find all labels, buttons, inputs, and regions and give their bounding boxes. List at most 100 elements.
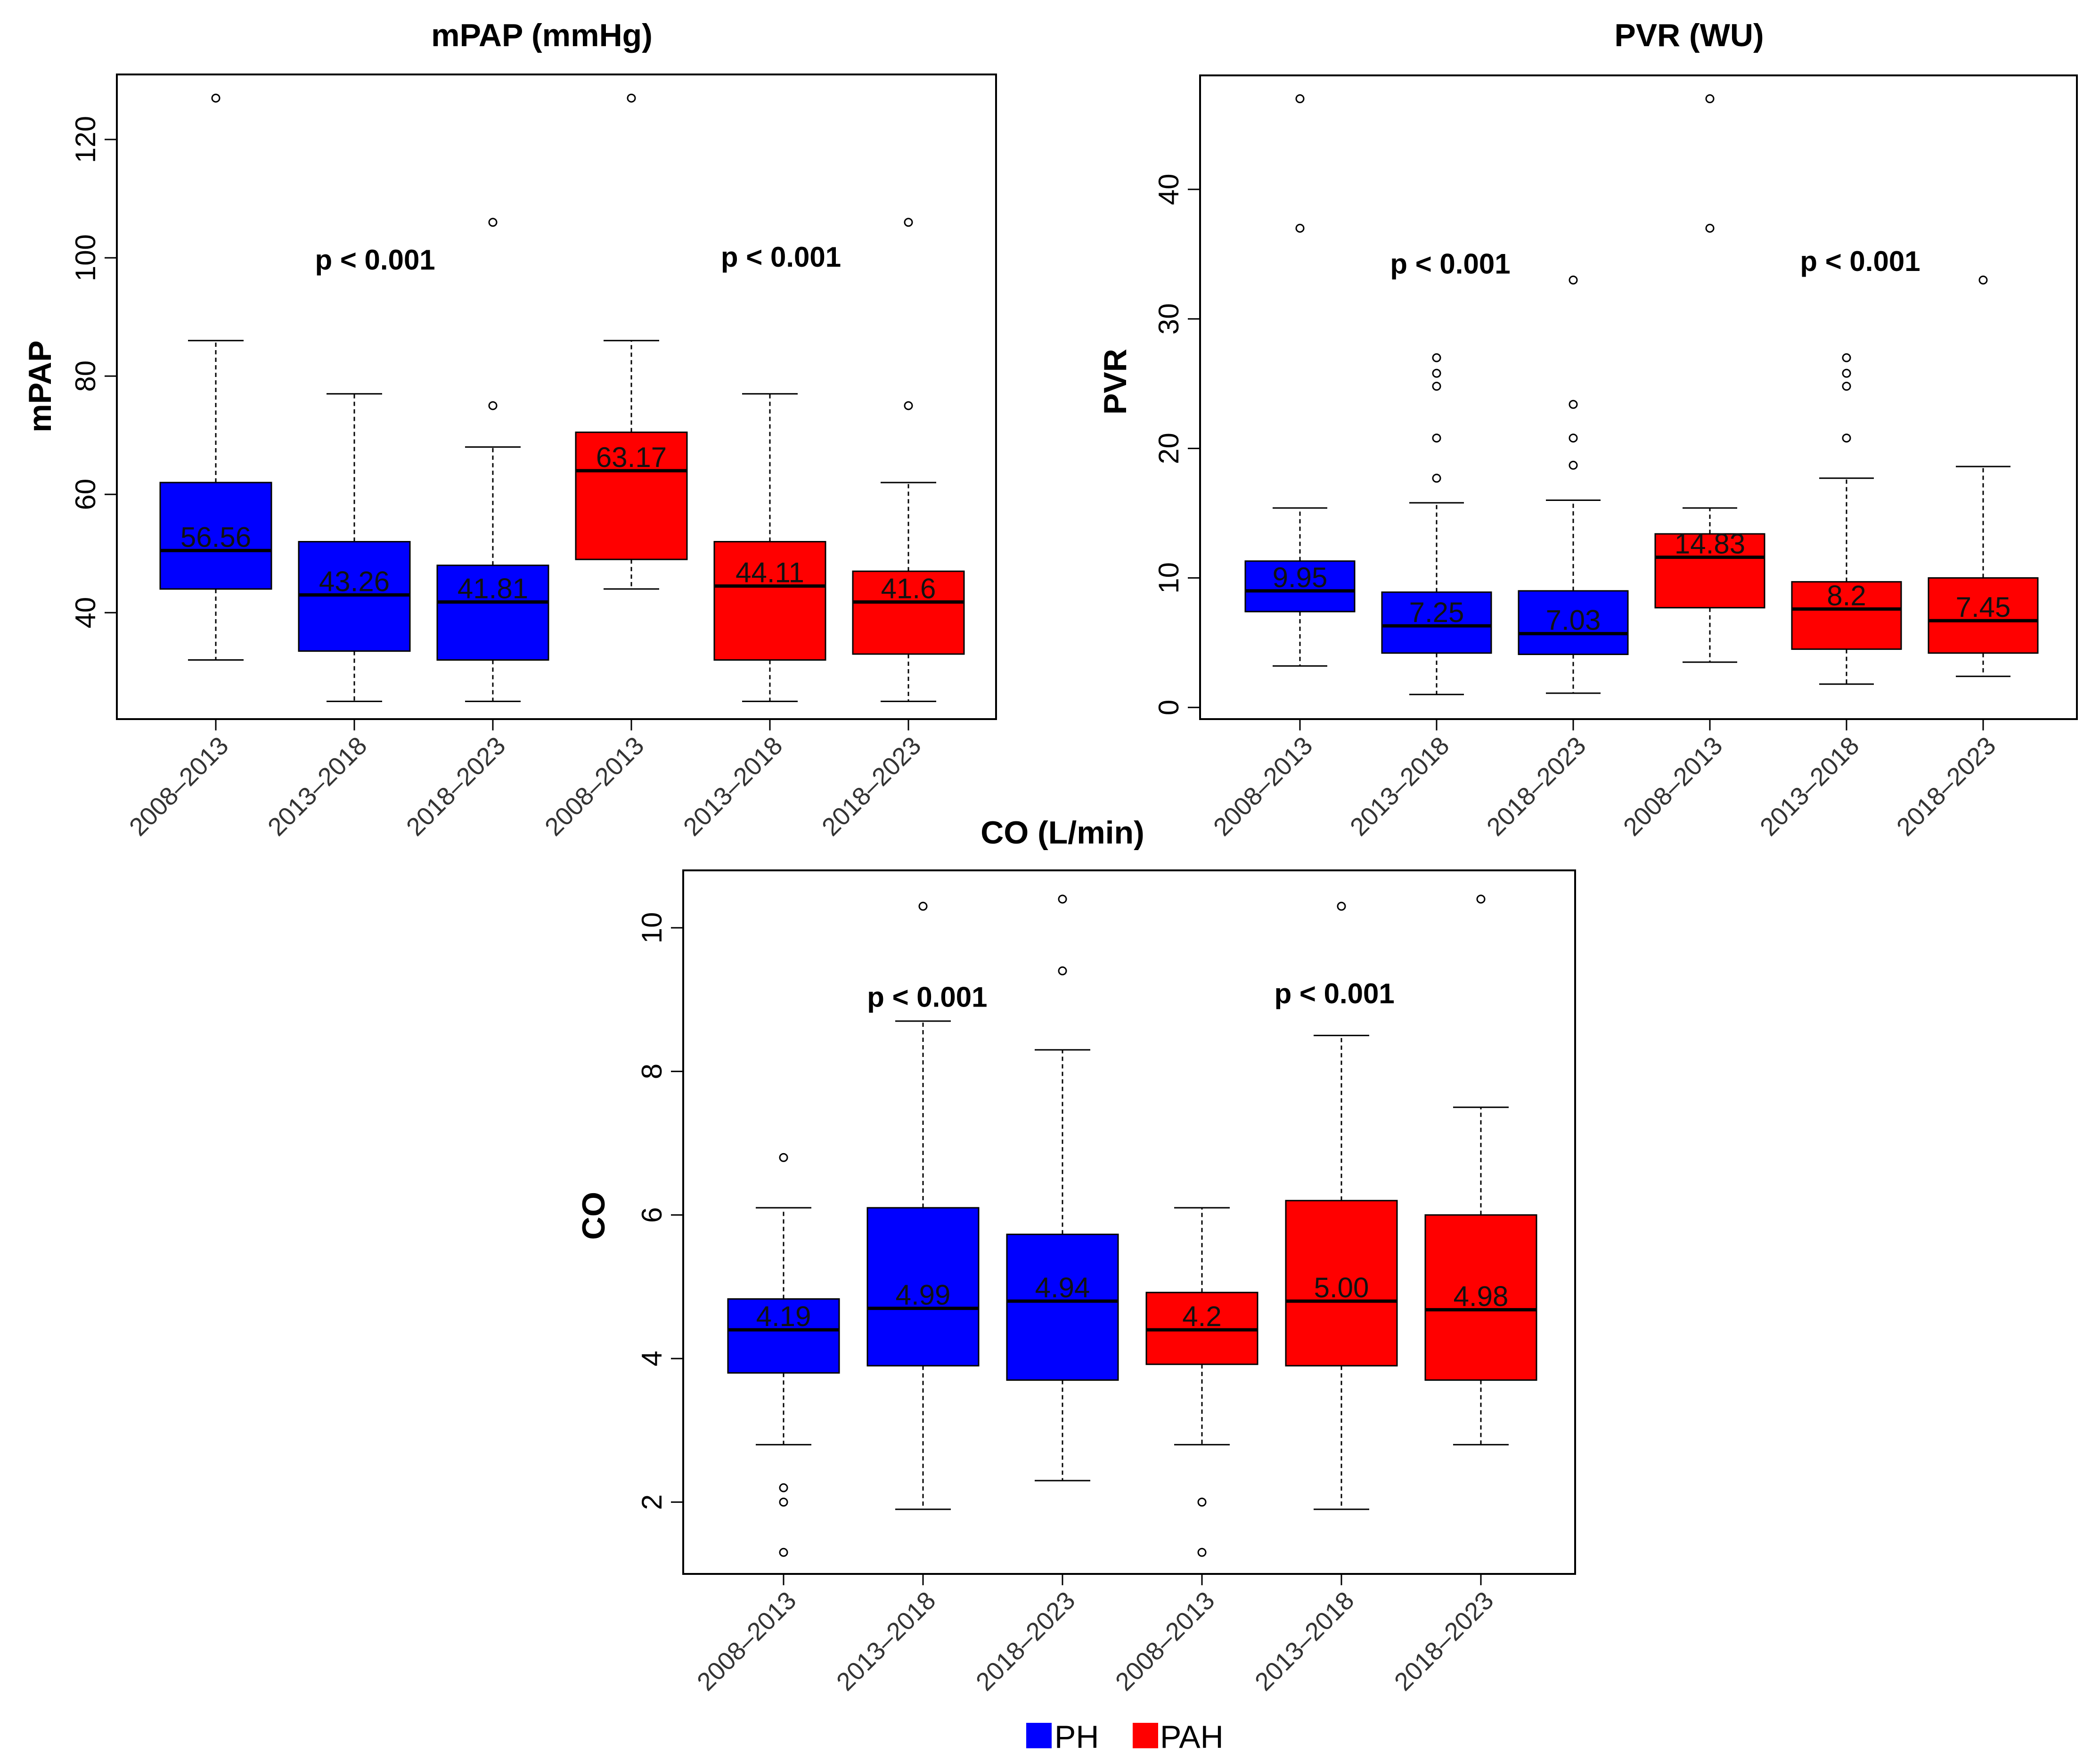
outlier-point [904, 218, 913, 227]
outlier-point [1432, 434, 1441, 443]
median-value-label: 5.00 [1314, 1272, 1369, 1303]
outlier-point [1197, 1548, 1207, 1557]
outlier-point [1842, 434, 1851, 443]
p-value-annotation: p < 0.001 [867, 981, 987, 1013]
y-tick-label: 8 [636, 1064, 668, 1079]
outlier-point [627, 93, 636, 103]
box-co-6: 4.98 [1424, 894, 1537, 1446]
box-mpap-2: 43.26 [298, 393, 411, 702]
box-co-1: 4.19 [727, 1153, 840, 1557]
y-tick-label: 120 [70, 116, 101, 163]
outlier-point [1337, 901, 1346, 911]
median-value-label: 4.19 [756, 1301, 811, 1332]
box-pvr-2: 7.25 [1381, 353, 1492, 696]
box-iqr [1654, 533, 1765, 609]
median-value-label: 8.2 [1827, 580, 1866, 611]
box-pvr-1: 9.95 [1244, 94, 1356, 667]
box-iqr [159, 482, 272, 590]
y-tick-label: 6 [636, 1207, 668, 1223]
legend-swatch-pah [1133, 1723, 1158, 1748]
outlier-point [779, 1153, 788, 1162]
box-co-2: 4.99 [866, 901, 980, 1510]
p-value-annotation: p < 0.001 [721, 241, 841, 273]
y-tick-label: 10 [1153, 562, 1185, 594]
outlier-point [904, 401, 913, 410]
box-iqr [1244, 560, 1356, 613]
p-value-annotation: p < 0.001 [1390, 248, 1510, 280]
legend-label-pah: PAH [1160, 1719, 1224, 1755]
box-iqr [575, 431, 688, 560]
y-tick-label: 30 [1153, 303, 1185, 335]
outlier-point [211, 93, 221, 103]
box-iqr [436, 565, 549, 661]
outlier-point [1432, 353, 1441, 362]
y-tick-label: 40 [70, 597, 101, 629]
outlier-point [1058, 894, 1067, 904]
box-iqr [1791, 581, 1902, 650]
legend-label-ph: PH [1054, 1719, 1099, 1755]
legend: PH PAH [1026, 1719, 1224, 1755]
median-value-label: 9.95 [1273, 562, 1328, 593]
outlier-point [779, 1498, 788, 1507]
outlier-point [1705, 223, 1715, 233]
median-value-label: 56.56 [180, 521, 251, 553]
box-mpap-5: 44.11 [713, 393, 826, 702]
box-iqr [866, 1207, 980, 1367]
outlier-point [1295, 223, 1305, 233]
outlier-point [1058, 966, 1067, 975]
box-mpap-1: 56.56 [159, 93, 272, 661]
median-value-label: 4.94 [1035, 1272, 1090, 1303]
median-value-label: 7.45 [1956, 591, 2011, 623]
panel-title-mpap: mPAP (mmHg) [431, 17, 653, 53]
median-value-label: 41.81 [458, 573, 528, 605]
box-co-4: 4.2 [1145, 1207, 1258, 1557]
y-tick-label: 20 [1153, 433, 1185, 464]
box-pvr-4: 14.83 [1654, 94, 1765, 663]
y-tick-label: 2 [636, 1494, 668, 1510]
median-value-label: 43.26 [319, 565, 390, 597]
box-iqr [1006, 1233, 1119, 1381]
box-mpap-6: 41.6 [852, 218, 965, 702]
box-iqr [1285, 1200, 1398, 1367]
median-value-label: 4.99 [896, 1279, 951, 1311]
box-co-5: 5.00 [1285, 901, 1398, 1510]
median-value-label: 44.11 [735, 557, 804, 589]
box-co-3: 4.94 [1006, 894, 1119, 1482]
median-value-label: 4.2 [1182, 1301, 1221, 1332]
outlier-point [1569, 275, 1578, 285]
outlier-point [1569, 434, 1578, 443]
y-tick-label: 4 [636, 1351, 668, 1366]
legend-swatch-ph [1026, 1723, 1052, 1748]
y-axis-label-co: CO [576, 1192, 612, 1240]
box-iqr [1518, 590, 1629, 655]
p-value-annotation: p < 0.001 [1275, 978, 1395, 1009]
median-value-label: 4.98 [1454, 1280, 1509, 1312]
panel-title-pvr: PVR (WU) [1614, 17, 1764, 53]
outlier-point [488, 218, 498, 227]
outlier-point [1978, 275, 1988, 285]
y-tick-label: 60 [70, 479, 101, 510]
box-pvr-5: 8.2 [1791, 353, 1902, 685]
outlier-point [1295, 94, 1305, 103]
p-value-annotation: p < 0.001 [1800, 246, 1920, 277]
y-tick-label: 100 [70, 234, 101, 281]
outlier-point [1569, 460, 1578, 470]
median-value-label: 14.83 [1675, 528, 1745, 559]
outlier-point [1705, 94, 1715, 103]
outlier-point [1842, 353, 1851, 362]
outlier-point [488, 401, 498, 410]
box-pvr-6: 7.45 [1928, 275, 2039, 677]
panel-title-co: CO (L/min) [981, 815, 1144, 851]
box-mpap-4: 63.17 [575, 93, 688, 590]
outlier-point [1197, 1498, 1207, 1507]
outlier-point [1842, 369, 1851, 378]
box-iqr [713, 541, 826, 661]
y-tick-label: 80 [70, 360, 101, 392]
box-iqr [852, 570, 965, 655]
median-value-label: 63.17 [596, 442, 667, 473]
box-iqr [727, 1298, 840, 1374]
outlier-point [1432, 369, 1441, 378]
y-axis-label-mpap: mPAP [22, 340, 58, 432]
outlier-point [1432, 474, 1441, 483]
